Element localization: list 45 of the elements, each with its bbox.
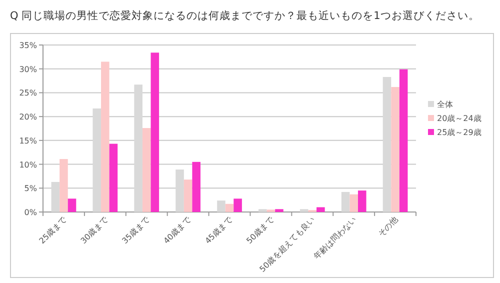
bar: [101, 62, 110, 212]
x-tick-label: その他: [376, 215, 400, 238]
bar: [382, 76, 392, 212]
bar: [142, 128, 151, 212]
x-tick-label: 25歳まで: [38, 214, 69, 246]
bar: [92, 108, 102, 212]
x-tick-label: 45歳まで: [203, 214, 235, 246]
bar: [109, 144, 118, 212]
x-tick-label: 40歳まで: [162, 214, 194, 246]
bar: [234, 198, 242, 212]
y-tick-label: 5%: [24, 184, 38, 194]
bar: [176, 170, 184, 212]
bar: [51, 182, 60, 212]
legend-label: 20歳～24歳: [437, 114, 482, 123]
bar: [150, 52, 160, 212]
bar: [300, 209, 308, 212]
bar: [341, 192, 350, 212]
y-tick-label: 30%: [19, 64, 38, 74]
bar: [391, 86, 400, 212]
legend-label: 25歳～29歳: [437, 128, 482, 137]
bar: [217, 200, 226, 212]
bar: [68, 198, 76, 212]
y-tick-label: 20%: [19, 112, 38, 122]
bar: [184, 180, 192, 212]
x-tick-label: 35歳まで: [120, 214, 152, 246]
y-tick-label: 35%: [19, 41, 38, 50]
chart-title: Q 同じ職場の男性で恋愛対象になるのは何歳までですか？最も近いものを1つお選びください。: [10, 9, 480, 22]
x-tick-label: 30歳まで: [79, 214, 110, 246]
y-tick-label: 0%: [24, 208, 38, 217]
bar: [225, 204, 234, 212]
bar: [316, 207, 325, 212]
bar: [275, 209, 284, 212]
bar: [399, 69, 408, 212]
y-tick-label: 25%: [19, 88, 38, 98]
y-tick-label: 10%: [19, 160, 38, 170]
bar: [358, 190, 366, 212]
x-tick-label: 年齢は問わない: [312, 215, 358, 262]
legend-label: 全体: [437, 100, 453, 109]
bar: [258, 209, 267, 212]
x-tick-label: 50歳まで: [244, 214, 276, 246]
bar: [350, 194, 358, 212]
bar: [192, 162, 200, 212]
bar: [134, 84, 142, 212]
bar: [60, 159, 68, 212]
y-tick-label: 15%: [19, 136, 38, 146]
